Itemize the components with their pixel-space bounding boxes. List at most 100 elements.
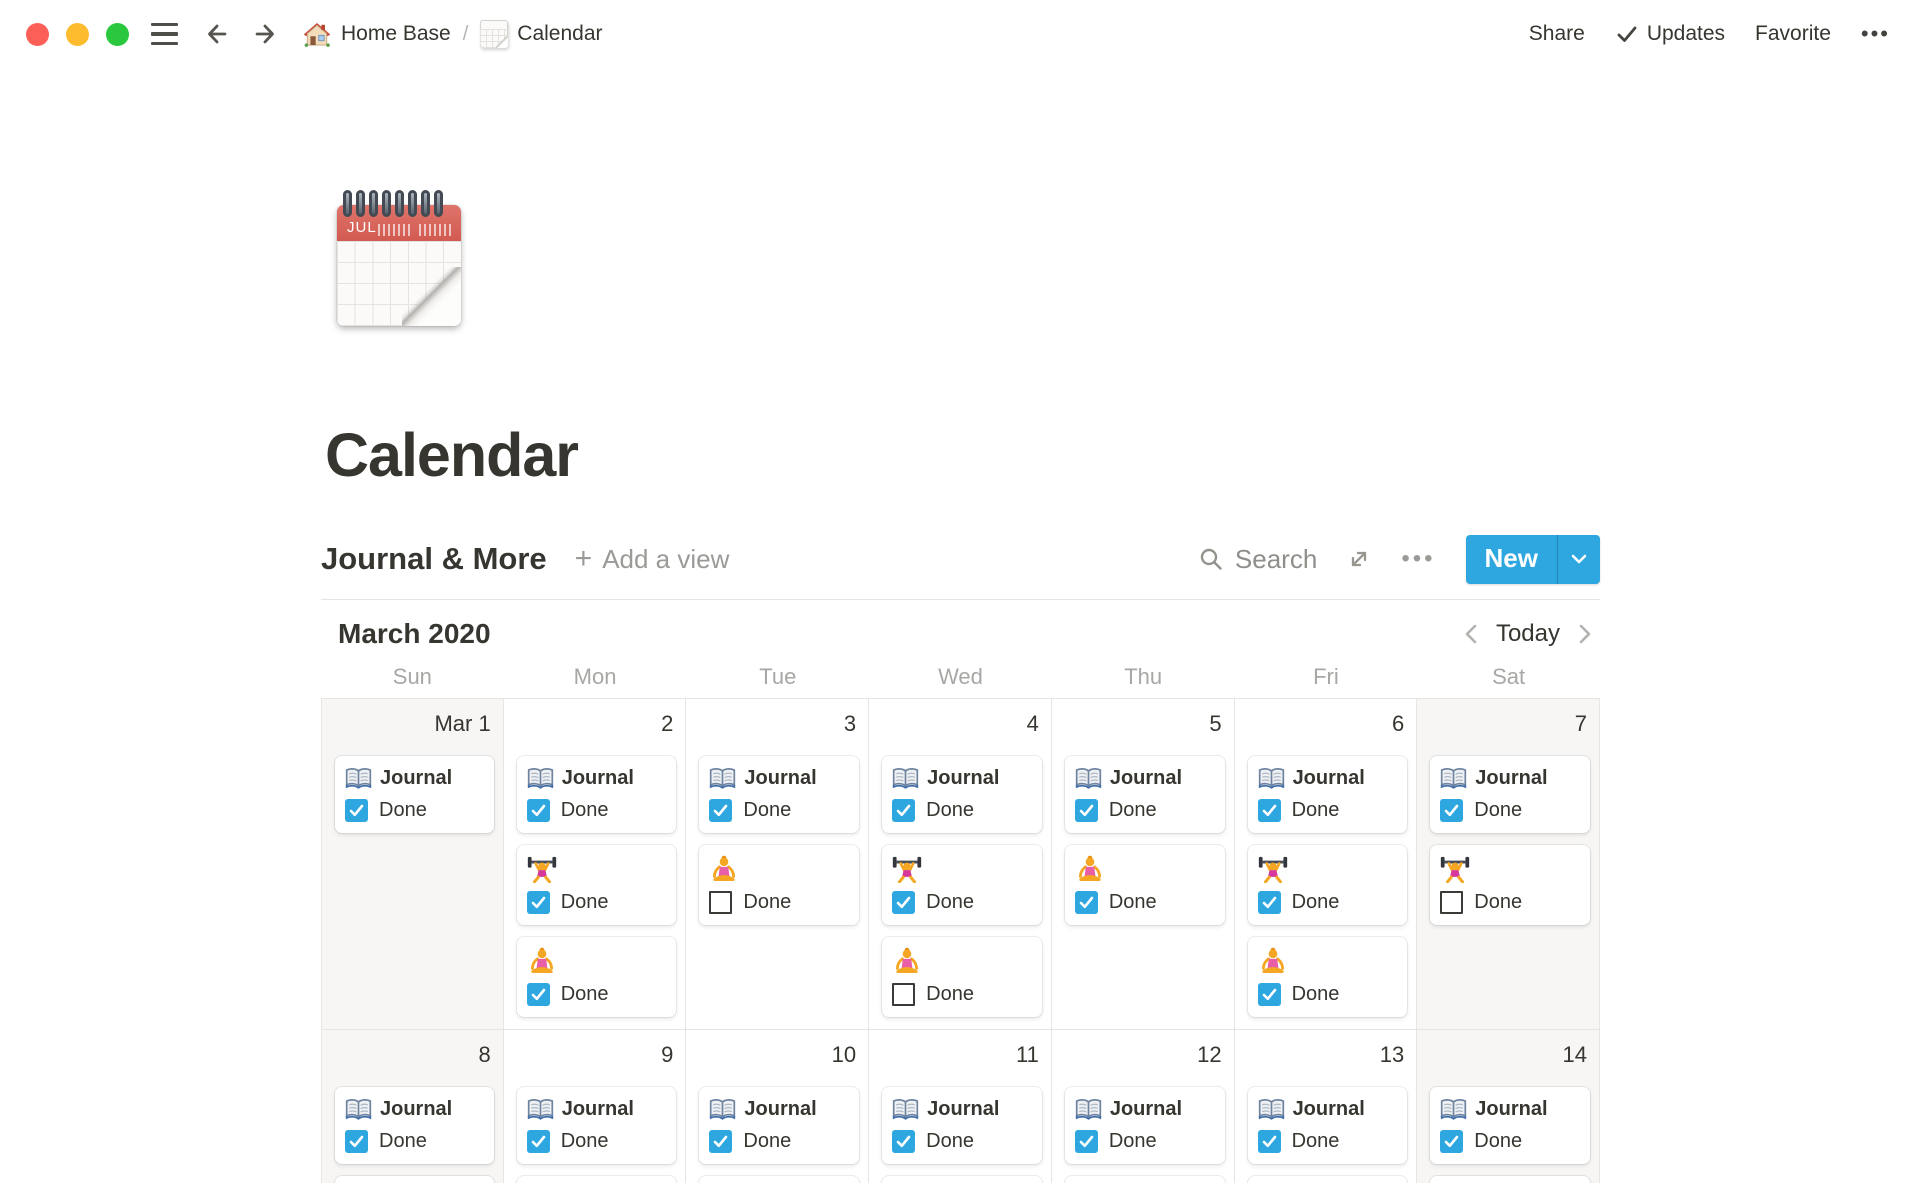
- weightlifter-icon: [1440, 854, 1470, 883]
- done-checkbox[interactable]: [892, 799, 916, 822]
- expand-icon[interactable]: [1347, 547, 1371, 571]
- card-title: Journal: [927, 1097, 1000, 1120]
- view-tab-journal-and-more[interactable]: Journal & More: [321, 541, 547, 576]
- calendar-day-cell[interactable]: 6 Journal Done Done Done: [1234, 699, 1418, 1030]
- weightlifter-icon: [527, 854, 557, 883]
- event-card-partial[interactable]: [1430, 1176, 1590, 1183]
- calendar-day-cell[interactable]: 11 Journal Done: [869, 1030, 1052, 1183]
- event-card[interactable]: Journal Done: [1430, 756, 1590, 833]
- done-checkbox[interactable]: [1074, 891, 1098, 914]
- event-card[interactable]: Journal Done: [699, 1087, 860, 1164]
- event-card-partial[interactable]: [1247, 1176, 1408, 1183]
- calendar-day-cell[interactable]: 8 Journal Done: [321, 1030, 504, 1183]
- calendar-day-cell[interactable]: 9 Journal Done: [503, 1030, 687, 1183]
- done-checkbox[interactable]: [1074, 1130, 1098, 1153]
- done-checkbox[interactable]: [709, 891, 733, 914]
- done-checkbox[interactable]: [1257, 983, 1281, 1006]
- done-checkbox[interactable]: [1257, 799, 1281, 822]
- event-card[interactable]: Done: [516, 845, 677, 925]
- done-checkbox[interactable]: [1440, 891, 1464, 914]
- event-card[interactable]: Done: [1430, 845, 1590, 925]
- event-card[interactable]: Done: [699, 845, 860, 925]
- calendar-day-cell[interactable]: 14 Journal Done: [1417, 1030, 1600, 1183]
- new-record-button[interactable]: New: [1465, 534, 1600, 584]
- event-card[interactable]: Done: [516, 937, 677, 1017]
- event-card[interactable]: Journal Done: [882, 1087, 1042, 1164]
- event-card[interactable]: Journal Done: [1430, 1087, 1590, 1164]
- done-checkbox[interactable]: [709, 799, 733, 822]
- page-more-button[interactable]: •••: [1860, 21, 1890, 46]
- event-card[interactable]: Journal Done: [1064, 756, 1225, 833]
- done-label: Done: [926, 983, 974, 1005]
- breadcrumb-home[interactable]: Home Base: [302, 20, 451, 49]
- sidebar-toggle-icon[interactable]: [151, 22, 178, 46]
- event-card[interactable]: Journal Done: [335, 1087, 494, 1164]
- done-checkbox[interactable]: [1074, 799, 1098, 822]
- calendar-day-cell[interactable]: 7 Journal Done Done: [1417, 699, 1600, 1030]
- done-checkbox[interactable]: [1440, 799, 1464, 822]
- view-options-button[interactable]: •••: [1401, 545, 1436, 572]
- previous-month-button[interactable]: [1462, 622, 1480, 646]
- minimize-window-button[interactable]: [66, 22, 89, 46]
- month-label: March 2020: [338, 618, 491, 649]
- event-card[interactable]: Journal Done: [516, 756, 677, 833]
- done-checkbox[interactable]: [345, 799, 368, 822]
- event-card[interactable]: Journal Done: [1247, 756, 1408, 833]
- done-checkbox[interactable]: [1257, 891, 1281, 914]
- event-card[interactable]: Done: [882, 845, 1042, 925]
- event-card[interactable]: Done: [1064, 845, 1225, 925]
- today-button[interactable]: Today: [1495, 620, 1560, 647]
- event-card[interactable]: Journal Done: [1064, 1087, 1225, 1164]
- close-window-button[interactable]: [26, 22, 49, 46]
- calendar-day-cell[interactable]: 5 Journal Done Done: [1051, 699, 1235, 1030]
- event-card-partial[interactable]: [1064, 1176, 1225, 1183]
- page-icon-spiral-calendar[interactable]: JUL: [337, 190, 461, 326]
- calendar-day-cell[interactable]: 12 Journal Done: [1051, 1030, 1235, 1183]
- date-label: 4: [1026, 711, 1039, 736]
- event-card[interactable]: Journal Done: [516, 1087, 677, 1164]
- add-view-label: Add a view: [602, 543, 730, 574]
- calendar-day-cell[interactable]: 3 Journal Done Done: [686, 699, 870, 1030]
- done-checkbox[interactable]: [892, 891, 916, 914]
- calendar-day-cell[interactable]: 4 Journal Done Done Done: [869, 699, 1052, 1030]
- event-card[interactable]: Done: [1247, 845, 1408, 925]
- done-checkbox[interactable]: [345, 1130, 368, 1153]
- search-button[interactable]: Search: [1198, 544, 1317, 575]
- done-checkbox[interactable]: [709, 1130, 733, 1153]
- back-arrow-icon[interactable]: [202, 19, 232, 49]
- new-button-label[interactable]: New: [1465, 534, 1557, 584]
- next-month-button[interactable]: [1576, 622, 1594, 646]
- done-checkbox[interactable]: [1257, 1130, 1281, 1153]
- date-label: 10: [831, 1042, 857, 1067]
- done-label: Done: [560, 891, 609, 913]
- event-card-partial[interactable]: [699, 1176, 860, 1183]
- calendar-day-cell[interactable]: 13 Journal Done: [1234, 1030, 1418, 1183]
- done-checkbox[interactable]: [526, 891, 550, 914]
- new-button-dropdown[interactable]: [1557, 534, 1600, 584]
- done-checkbox[interactable]: [892, 983, 916, 1006]
- calendar-day-cell[interactable]: 10 Journal Done: [686, 1030, 870, 1183]
- calendar-day-cell[interactable]: 2 Journal Done Done Done: [503, 699, 687, 1030]
- done-checkbox[interactable]: [1440, 1130, 1464, 1153]
- done-checkbox[interactable]: [526, 799, 550, 822]
- calendar-day-cell[interactable]: Mar 1 Journal Done: [321, 699, 504, 1030]
- done-checkbox[interactable]: [526, 983, 550, 1006]
- event-card[interactable]: Journal Done: [335, 756, 494, 833]
- breadcrumb-page[interactable]: Calendar: [480, 20, 603, 48]
- event-card[interactable]: Done: [882, 937, 1042, 1017]
- event-card[interactable]: Done: [1247, 937, 1408, 1017]
- event-card-partial[interactable]: [335, 1176, 494, 1183]
- event-card-partial[interactable]: [882, 1176, 1042, 1183]
- done-checkbox[interactable]: [526, 1130, 550, 1153]
- updates-button[interactable]: Updates: [1615, 22, 1725, 46]
- event-card[interactable]: Journal Done: [699, 756, 860, 833]
- event-card[interactable]: Journal Done: [1247, 1087, 1408, 1164]
- add-view-button[interactable]: + Add a view: [575, 544, 730, 575]
- share-button[interactable]: Share: [1529, 22, 1585, 46]
- zoom-window-button[interactable]: [106, 22, 129, 46]
- done-checkbox[interactable]: [892, 1130, 916, 1153]
- event-card-partial[interactable]: [516, 1176, 677, 1183]
- favorite-button[interactable]: Favorite: [1755, 22, 1831, 46]
- forward-arrow-icon[interactable]: [250, 19, 280, 49]
- event-card[interactable]: Journal Done: [882, 756, 1042, 833]
